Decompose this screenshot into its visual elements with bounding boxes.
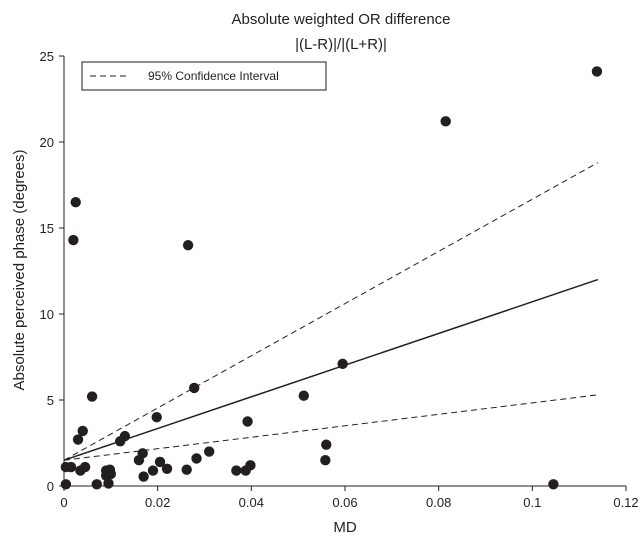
- legend-entry: 95% Confidence Interval: [148, 69, 279, 83]
- y-tick-label: 20: [40, 135, 54, 150]
- data-point: [77, 425, 88, 437]
- x-tick-label: 0.04: [239, 495, 264, 510]
- data-point: [91, 479, 102, 490]
- data-point: [103, 478, 114, 489]
- data-points: [60, 66, 603, 490]
- data-point: [72, 434, 84, 445]
- data-point: [320, 455, 331, 466]
- x-tick-label: 0.12: [613, 495, 638, 510]
- regression-line: [63, 278, 599, 461]
- ci-upper-line: [63, 162, 599, 461]
- fit-line: [63, 278, 599, 461]
- data-point: [154, 456, 166, 468]
- data-point: [138, 471, 149, 482]
- data-point: [231, 465, 242, 476]
- chart-title: Absolute weighted OR difference: [231, 11, 450, 28]
- data-point: [191, 453, 202, 464]
- y-tick-label: 10: [40, 307, 54, 322]
- data-point: [337, 358, 348, 370]
- data-point: [68, 234, 79, 246]
- y-tick-label: 5: [47, 393, 54, 408]
- x-axis-ticks: 0 0.02 0.04 0.06 0.08 0.1 0.12: [60, 486, 639, 510]
- data-point: [242, 416, 253, 427]
- data-point: [548, 479, 559, 490]
- data-point: [181, 464, 192, 475]
- confidence-interval-lines: [63, 162, 599, 461]
- data-point: [321, 439, 332, 450]
- data-point: [86, 391, 98, 402]
- y-axis-ticks: 0 5 10 15 20 25: [40, 49, 64, 494]
- data-point: [188, 382, 200, 394]
- x-tick-label: 0.1: [523, 495, 541, 510]
- data-point: [298, 390, 309, 401]
- data-point: [591, 66, 603, 77]
- x-tick-label: 0: [60, 495, 67, 510]
- y-tick-label: 0: [47, 479, 54, 494]
- data-point: [60, 479, 72, 490]
- data-point: [440, 116, 451, 127]
- data-point: [119, 430, 131, 442]
- x-tick-label: 0.02: [145, 495, 170, 510]
- data-point: [203, 446, 215, 457]
- x-tick-label: 0.06: [332, 495, 357, 510]
- data-point: [245, 460, 256, 471]
- x-axis-label: MD: [333, 519, 356, 536]
- data-point: [182, 240, 194, 251]
- x-tick-label: 0.08: [426, 495, 451, 510]
- legend: 95% Confidence Interval: [81, 61, 327, 91]
- data-point: [147, 465, 159, 476]
- y-axis-label: Absolute perceived phase (degrees): [11, 150, 28, 391]
- data-point: [65, 461, 77, 473]
- y-tick-label: 25: [40, 49, 54, 64]
- data-point: [79, 461, 91, 473]
- y-tick-label: 15: [40, 221, 54, 236]
- data-point: [105, 468, 117, 480]
- data-point: [161, 463, 173, 474]
- data-point: [137, 448, 148, 459]
- data-point: [151, 412, 162, 423]
- data-point: [70, 197, 81, 208]
- chart-subtitle: |(L-R)|/|(L+R)|: [295, 36, 387, 53]
